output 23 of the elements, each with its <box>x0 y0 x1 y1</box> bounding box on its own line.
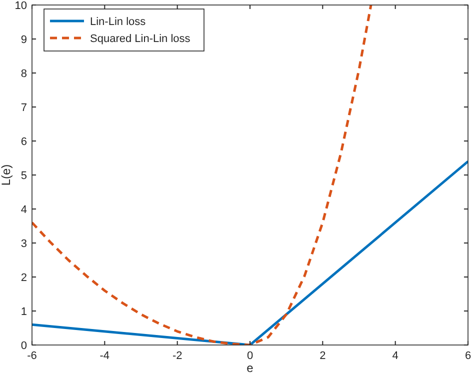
y-tick-label: 8 <box>20 68 27 80</box>
x-axis-title: e <box>246 361 254 375</box>
y-tick-label: 2 <box>20 272 27 284</box>
x-tick-label: 6 <box>464 350 472 362</box>
line-series <box>32 5 372 345</box>
y-axis-title: L(e) <box>0 164 13 186</box>
y-tick-label: 3 <box>20 238 27 250</box>
x-tick-label: 4 <box>392 350 398 362</box>
y-tick-label: 4 <box>20 204 27 216</box>
y-tick-label: 1 <box>20 306 27 318</box>
y-tick-label: 5 <box>20 170 27 182</box>
y-tick-label: 10 <box>14 0 27 12</box>
x-tick-label: -4 <box>100 350 110 362</box>
x-tick-label: 0 <box>246 350 254 362</box>
x-tick-label: -2 <box>172 350 182 362</box>
y-tick-label: 0 <box>20 340 27 352</box>
legend-label: Squared Lin-Lin loss <box>90 33 191 45</box>
x-tick-label: 2 <box>320 350 326 362</box>
y-tick-label: 7 <box>20 102 27 114</box>
x-tick-label: -6 <box>27 350 37 362</box>
y-tick-label: 6 <box>20 136 27 148</box>
legend-label: Lin-Lin loss <box>90 16 146 28</box>
y-tick-label: 9 <box>20 34 27 46</box>
